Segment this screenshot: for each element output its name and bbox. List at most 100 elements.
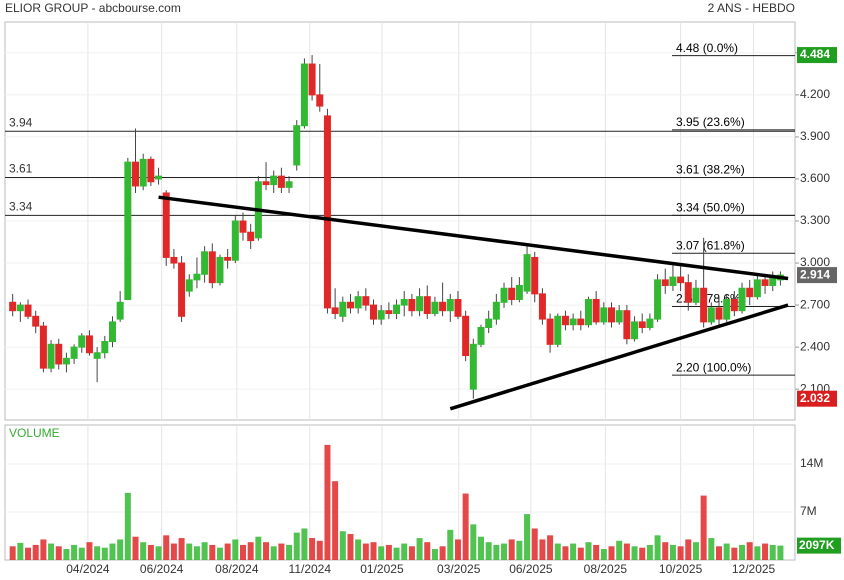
- candle-body: [569, 318, 577, 326]
- volume-bar: [309, 538, 316, 560]
- low-tag-box: [797, 390, 837, 407]
- candle-body: [370, 304, 378, 320]
- candle-body: [70, 346, 78, 359]
- candle-body: [500, 287, 508, 303]
- candle-body: [285, 181, 293, 188]
- chart-title: ELIOR GROUP - abcbourse.com: [5, 1, 181, 15]
- candle-body: [753, 279, 761, 298]
- candle-body: [623, 310, 631, 340]
- volume-bar: [55, 546, 62, 560]
- candle-body: [462, 315, 470, 357]
- candle-body: [431, 301, 439, 314]
- volume-bar: [255, 536, 262, 560]
- candle-body: [308, 63, 316, 96]
- volume-bar: [101, 547, 108, 560]
- volume-bar: [408, 546, 415, 560]
- candle-body: [262, 181, 270, 186]
- chart-subtitle: 2 ANS - HEBDO: [708, 1, 795, 15]
- volume-bar: [439, 546, 446, 560]
- candle-body: [231, 220, 239, 261]
- candle-body: [738, 287, 746, 312]
- candle-body: [201, 251, 209, 275]
- support-label: 3.94: [9, 115, 33, 129]
- volume-bar: [109, 543, 116, 560]
- candle-body: [492, 301, 500, 320]
- volume-bar: [700, 495, 707, 560]
- candle-body: [170, 256, 178, 264]
- candle-body: [385, 310, 393, 314]
- candle-body: [531, 256, 539, 295]
- volume-bar: [746, 542, 753, 560]
- candle-body: [485, 318, 493, 329]
- volume-bar: [470, 524, 477, 560]
- trend-line: [449, 303, 789, 411]
- volume-bar: [692, 542, 699, 560]
- volume-bar: [301, 528, 308, 560]
- y-tick-label: 14M: [800, 456, 823, 470]
- candle-body: [293, 125, 301, 166]
- volume-bar: [685, 539, 692, 560]
- volume-bar: [78, 547, 85, 560]
- volume-title: VOLUME: [9, 426, 60, 440]
- x-tick-label: 06/2025: [509, 562, 553, 576]
- volume-bar: [393, 547, 400, 560]
- volume-bar: [516, 540, 523, 560]
- candle-body: [85, 335, 93, 354]
- volume-bar: [554, 543, 561, 560]
- volume-bar: [646, 544, 653, 560]
- volume-bar: [86, 542, 93, 560]
- volume-bar: [293, 532, 300, 560]
- volume-bar: [562, 546, 569, 560]
- x-tick-label: 01/2025: [360, 562, 404, 576]
- candle-body: [216, 256, 224, 284]
- x-tick-label: 10/2025: [659, 562, 703, 576]
- support-label: 3.61: [9, 162, 33, 176]
- candle-body: [39, 325, 47, 369]
- high-tag: 4.484: [800, 47, 830, 61]
- candle-body: [746, 287, 754, 298]
- x-tick-label: 12/2025: [732, 562, 776, 576]
- candle-body: [78, 335, 86, 348]
- candle-body: [277, 175, 285, 188]
- last-tag-box: [797, 267, 837, 284]
- volume-bar: [401, 543, 408, 560]
- candle-body: [654, 279, 662, 320]
- volume-bar: [339, 531, 346, 560]
- candle-body: [400, 298, 408, 306]
- volume-bar: [9, 546, 16, 560]
- volume-bar: [385, 544, 392, 560]
- volume-bar: [662, 542, 669, 560]
- volume-bar: [209, 544, 216, 560]
- volume-bar: [508, 539, 515, 560]
- volume-bar: [501, 543, 508, 560]
- candle-body: [132, 161, 140, 187]
- volume-bar: [600, 549, 607, 560]
- candle-body: [408, 298, 416, 312]
- candle-body: [469, 343, 477, 390]
- candle-body: [761, 279, 769, 286]
- candle-body: [47, 343, 55, 369]
- volume-bar: [608, 546, 615, 560]
- volume-bar: [201, 542, 208, 560]
- volume-bar: [531, 528, 538, 560]
- y-tick-label: 3.900: [800, 129, 830, 143]
- candle-body: [354, 296, 362, 309]
- y-tick-label: 7M: [800, 504, 817, 518]
- volume-bar: [170, 543, 177, 560]
- volume-bar: [32, 544, 39, 560]
- candle-body: [239, 220, 247, 233]
- candle-body: [508, 287, 516, 300]
- volume-bar: [708, 538, 715, 560]
- candle-body: [55, 343, 63, 365]
- candle-body: [692, 287, 700, 303]
- candle-body: [638, 321, 646, 329]
- fib-label: 4.48 (0.0%): [676, 41, 738, 55]
- candle-body: [700, 287, 708, 323]
- candle-body: [723, 298, 731, 320]
- volume-bar: [63, 549, 70, 560]
- volume-bar: [193, 546, 200, 560]
- x-tick-label: 08/2025: [584, 562, 628, 576]
- volume-tag-box: [797, 537, 841, 554]
- candle-body: [584, 298, 592, 326]
- candle-body: [331, 307, 339, 314]
